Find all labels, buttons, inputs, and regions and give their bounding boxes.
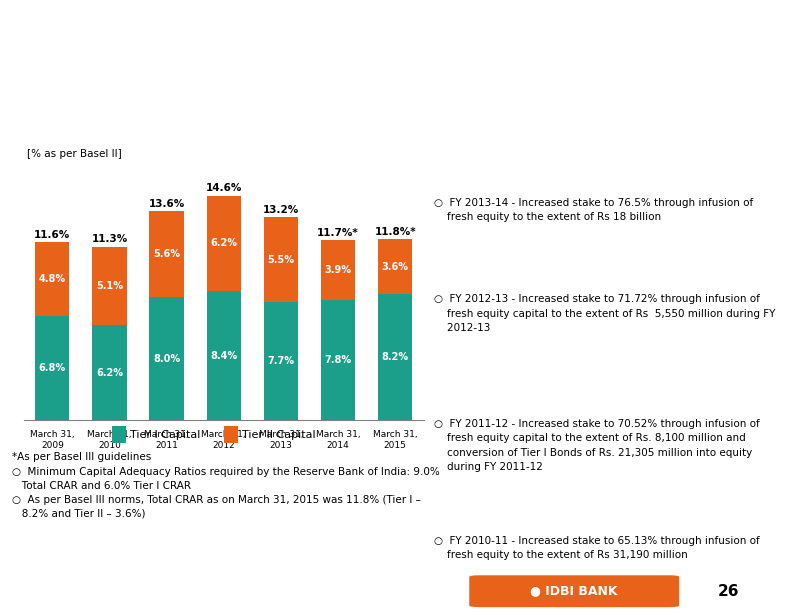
Text: 11.6%: 11.6% bbox=[34, 230, 70, 240]
Text: 3.9%: 3.9% bbox=[325, 266, 352, 275]
Bar bbox=[264, 302, 298, 420]
Text: 11.8%*: 11.8%* bbox=[375, 226, 416, 237]
Text: ○  As per Basel III norms, Total CRAR as on March 31, 2015 was 11.8% (Tier I –
 : ○ As per Basel III norms, Total CRAR as … bbox=[12, 494, 421, 518]
Text: 8.2%: 8.2% bbox=[382, 353, 409, 362]
Text: ○  FY 2012-13 - Increased stake to 71.72% through infusion of
    fresh equity c: ○ FY 2012-13 - Increased stake to 71.72%… bbox=[434, 294, 775, 333]
Text: 13.6%: 13.6% bbox=[148, 199, 185, 209]
Text: 6.2%: 6.2% bbox=[210, 239, 238, 248]
Bar bbox=[207, 196, 241, 291]
Text: 14.6%: 14.6% bbox=[206, 184, 242, 193]
Text: 8.4%: 8.4% bbox=[210, 351, 238, 361]
Bar bbox=[35, 242, 70, 316]
Text: 5.5%: 5.5% bbox=[268, 255, 295, 264]
Bar bbox=[378, 239, 413, 294]
Text: [% as per Basel II]: [% as per Basel II] bbox=[27, 149, 121, 159]
Text: 13.2%: 13.2% bbox=[263, 205, 299, 215]
Text: 6.2%: 6.2% bbox=[96, 368, 123, 378]
Text: Tier I Capital: Tier I Capital bbox=[130, 430, 200, 439]
Bar bbox=[321, 300, 355, 420]
Bar bbox=[112, 427, 126, 442]
Text: ongoing Government support: ongoing Government support bbox=[14, 69, 303, 86]
Bar bbox=[93, 325, 127, 420]
Bar bbox=[35, 316, 70, 420]
Text: ● IDBI BANK: ● IDBI BANK bbox=[531, 584, 618, 597]
Text: 7.8%: 7.8% bbox=[325, 356, 352, 365]
Text: 3.6%: 3.6% bbox=[382, 261, 409, 272]
Text: 6.8%: 6.8% bbox=[39, 363, 66, 373]
Text: 11.7%*: 11.7%* bbox=[317, 228, 359, 238]
Bar bbox=[378, 294, 413, 420]
Text: *As per Basel III guidelines: *As per Basel III guidelines bbox=[12, 452, 151, 461]
Text: 5.1%: 5.1% bbox=[96, 281, 123, 291]
Text: ○  FY 2013-14 - Increased stake to 76.5% through infusion of
    fresh equity to: ○ FY 2013-14 - Increased stake to 76.5% … bbox=[434, 198, 753, 222]
Text: Tier II Capital: Tier II Capital bbox=[242, 430, 315, 439]
Bar bbox=[150, 297, 184, 420]
Text: Ongoing support from GoI: Ongoing support from GoI bbox=[510, 125, 706, 139]
Text: 11.3%: 11.3% bbox=[91, 234, 128, 244]
Text: 8.0%: 8.0% bbox=[153, 354, 180, 364]
Bar bbox=[264, 217, 298, 302]
Text: Capital Ratios: Capital Ratios bbox=[166, 125, 270, 139]
Bar bbox=[93, 247, 127, 325]
Text: 26: 26 bbox=[718, 584, 740, 599]
Bar bbox=[150, 211, 184, 297]
Text: ○  Minimum Capital Adequacy Ratios required by the Reserve Bank of India: 9.0%
 : ○ Minimum Capital Adequacy Ratios requir… bbox=[12, 467, 440, 491]
Bar bbox=[207, 291, 241, 420]
Text: ○  FY 2010-11 - Increased stake to 65.13% through infusion of
    fresh equity t: ○ FY 2010-11 - Increased stake to 65.13%… bbox=[434, 536, 760, 560]
Text: 5.6%: 5.6% bbox=[153, 249, 180, 259]
Text: 7.7%: 7.7% bbox=[268, 356, 295, 366]
Text: Capital Ratios well above Regulatory Requirements and: Capital Ratios well above Regulatory Req… bbox=[14, 26, 562, 45]
Text: 4.8%: 4.8% bbox=[39, 274, 66, 284]
Bar bbox=[321, 241, 355, 300]
Bar bbox=[224, 427, 238, 442]
Text: ○  FY 2011-12 - Increased stake to 70.52% through infusion of
    fresh equity c: ○ FY 2011-12 - Increased stake to 70.52%… bbox=[434, 419, 760, 472]
FancyBboxPatch shape bbox=[469, 575, 679, 607]
